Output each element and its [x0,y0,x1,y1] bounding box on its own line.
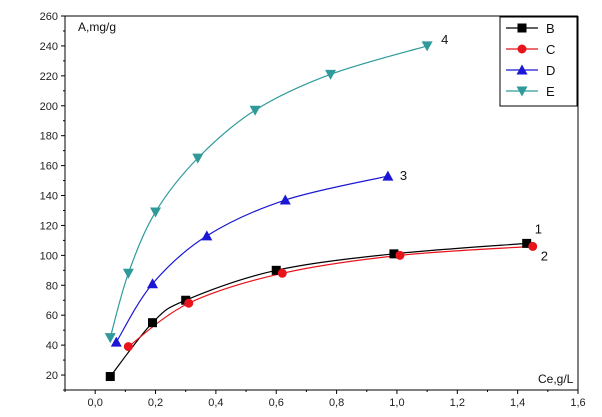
data-point-D [110,336,122,347]
x-axis-label: Ce,g/L [538,372,574,386]
curve-label-1: 1 [535,221,542,236]
data-point-D [201,230,213,241]
data-point-C [528,241,538,251]
y-tick-label: 220 [40,71,58,83]
x-tick-label: 1,0 [389,397,404,409]
x-tick-label: 1,4 [510,397,525,409]
legend-box [499,16,578,107]
legend-marker-B [517,23,527,33]
data-point-D [279,194,291,205]
series-line-D [115,175,389,343]
y-tick-label: 180 [40,131,58,143]
legend-label-B: B [546,21,555,36]
data-point-E [104,333,116,344]
data-point-C [123,342,133,352]
x-tick-label: 0,2 [148,397,163,409]
legend-label-C: C [546,42,555,57]
legend-marker-E [516,86,528,97]
markers [104,41,538,382]
y-tick-label: 200 [40,101,58,113]
y-tick-label: 60 [46,310,58,322]
data-point-E [150,207,162,218]
series-line-C [128,245,533,348]
legend-marker-C [517,44,527,54]
y-tick-label: 80 [46,280,58,292]
data-point-E [325,69,337,80]
data-point-B [522,238,532,248]
y-tick-label: 100 [40,250,58,262]
curve-label-3: 3 [400,168,407,183]
y-tick-label: 240 [40,41,58,53]
curve-label-2: 2 [541,248,548,263]
data-point-B [148,318,158,328]
y-tick-label: 140 [40,191,58,203]
y-axis-label: A,mg/g [78,20,116,34]
axes: 0,0 0,2 0,4 0,6 0,8 1,0 1,2 1,4 1,62040608010012… [40,11,586,409]
curve-label-4: 4 [441,32,448,47]
y-tick-label: 120 [40,220,58,232]
data-point-C [184,298,194,308]
x-tick-label: 0,8 [329,397,344,409]
y-tick-label: 260 [40,11,58,23]
data-point-E [421,41,433,52]
data-point-C [277,268,287,278]
data-point-D [147,278,159,289]
data-point-E [192,153,204,164]
x-tick-label: 0,6 [269,397,284,409]
x-tick-label: 1,6 [570,397,585,409]
data-point-E [249,105,261,116]
legend-label-D: D [546,63,555,78]
legend-marker-D [516,64,528,75]
y-tick-label: 40 [46,340,58,352]
y-tick-label: 20 [46,370,58,382]
x-tick-label: 1,2 [450,397,465,409]
x-tick-label: 0,0 [88,397,103,409]
data-point-B [105,372,115,382]
x-tick-label: 0,4 [208,397,223,409]
data-point-C [395,250,405,260]
data-point-B [389,249,399,259]
legend-label-E: E [546,84,555,99]
data-point-B [271,265,281,275]
curve-labels: 1 2 3 4 [400,32,548,263]
y-tick-label: 160 [40,161,58,173]
data-point-D [382,170,394,181]
data-point-E [122,268,134,279]
